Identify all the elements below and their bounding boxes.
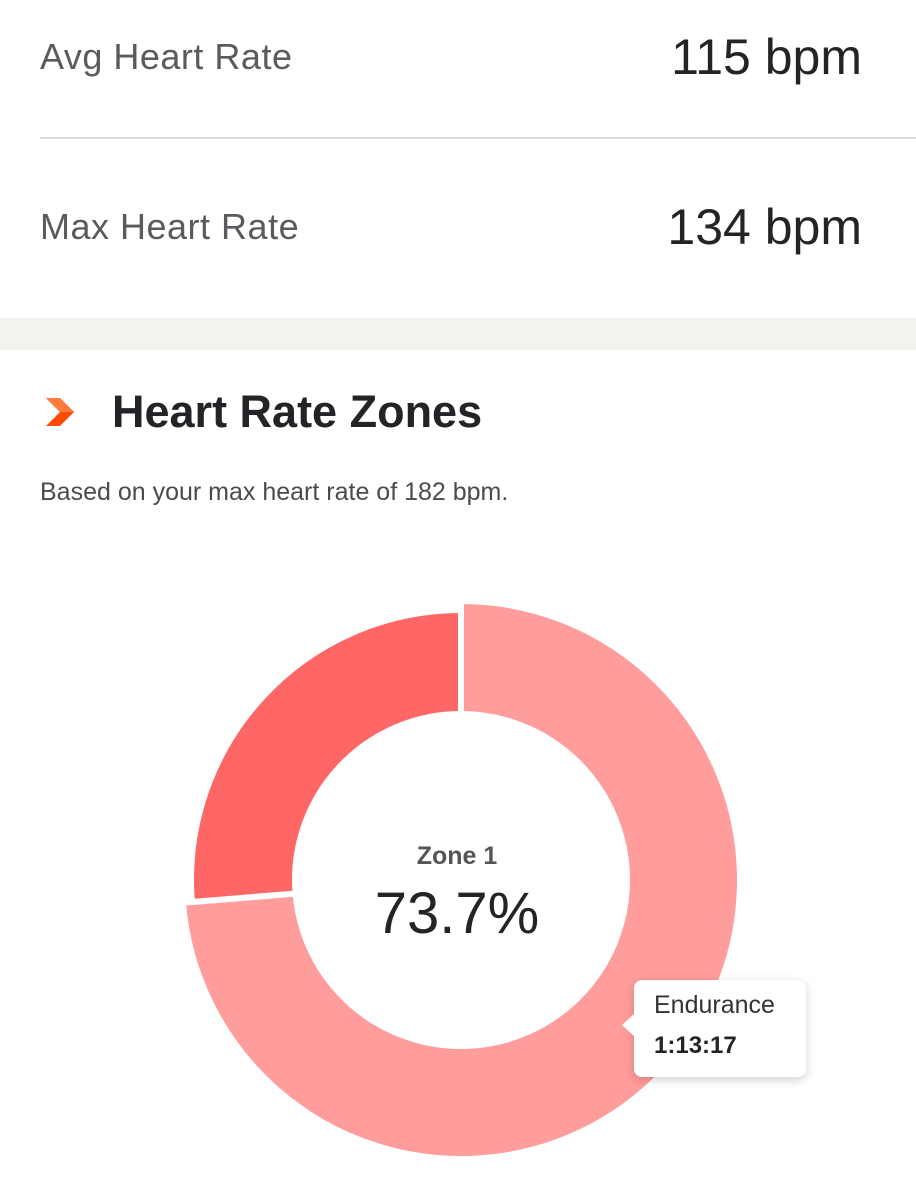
max-heart-rate-label: Max Heart Rate xyxy=(40,206,300,247)
donut-center-label: Zone 1 xyxy=(416,842,498,870)
divider xyxy=(40,137,916,139)
section-title: Heart Rate Zones xyxy=(112,386,483,437)
section-header: Heart Rate Zones xyxy=(40,382,482,442)
tooltip-zone-name: Endurance xyxy=(654,991,775,1019)
tooltip-zone-time: 1:13:17 xyxy=(654,1032,737,1059)
donut-slice-2[interactable] xyxy=(188,606,464,906)
donut-slice-1[interactable] xyxy=(179,597,743,1162)
chevron-right-icon xyxy=(46,398,74,426)
max-heart-rate-value: 134 bpm xyxy=(667,199,862,255)
avg-heart-rate-label: Avg Heart Rate xyxy=(40,36,293,77)
stat-row-avg-heart-rate: Avg Heart Rate 115 bpm xyxy=(40,22,862,92)
zone-tooltip: Endurance 1:13:17 xyxy=(622,980,806,1077)
heart-rate-zones-donut-chart[interactable] xyxy=(0,580,916,1200)
stat-row-max-heart-rate: Max Heart Rate 134 bpm xyxy=(40,192,862,262)
tooltip-arrow xyxy=(622,1014,634,1036)
donut-center-value: 73.7% xyxy=(374,881,540,946)
section-separator xyxy=(0,318,916,350)
section-subtitle: Based on your max heart rate of 182 bpm. xyxy=(40,478,509,506)
avg-heart-rate-value: 115 bpm xyxy=(671,29,862,85)
